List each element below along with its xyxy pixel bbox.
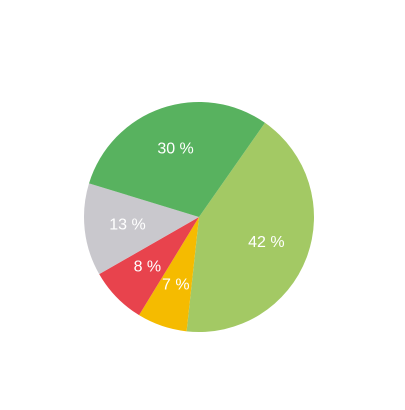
pie-slice-label-1: 7 % xyxy=(162,277,190,294)
pie-labels: 42 % 7 %8 % 13 % 30 % xyxy=(109,140,284,293)
pie-slice-2 xyxy=(99,217,199,316)
pie-slice-1 xyxy=(139,217,199,332)
pie-slice-label-2: 8 % xyxy=(134,259,162,276)
pie-slice-label-4: 30 % xyxy=(157,140,193,157)
pie-slice-4 xyxy=(89,102,265,217)
pie-slice-label-0: 42 % xyxy=(248,234,284,251)
pie-slices xyxy=(83,102,314,333)
pie-slice-3 xyxy=(83,183,199,275)
pie-slice-0 xyxy=(186,122,314,333)
pie-slice-label-3: 13 % xyxy=(109,217,145,234)
